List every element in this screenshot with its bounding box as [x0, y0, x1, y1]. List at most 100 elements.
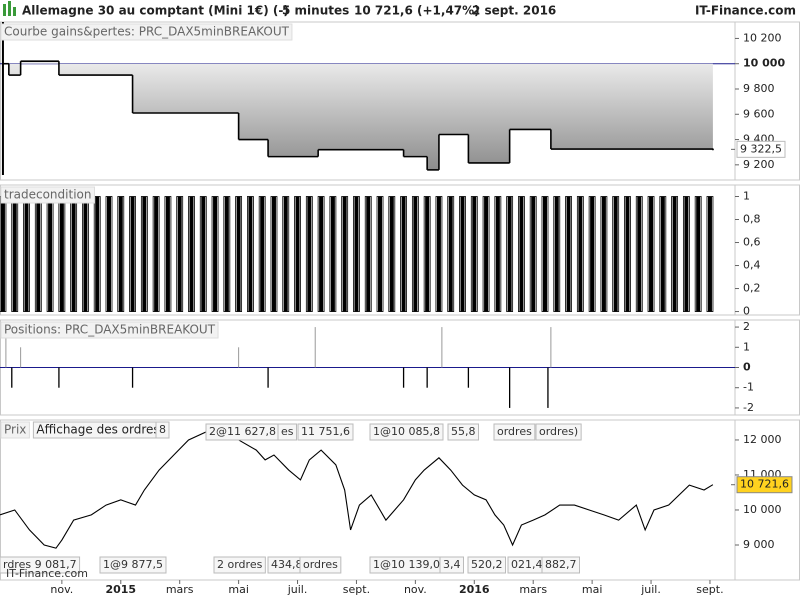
y-tick-label: 9 600 [743, 107, 775, 120]
panel-title-bg [0, 421, 30, 439]
order-label: 2 ordres [217, 558, 263, 571]
spike-fill [400, 196, 407, 312]
order-label-box: 520,2 [467, 556, 506, 574]
y-tick-label: 10 200 [743, 31, 782, 44]
y-tick-label: 0,8 [743, 213, 761, 226]
spike-fill [117, 196, 125, 312]
spike-fill [188, 196, 195, 312]
spike-fill [553, 196, 561, 312]
spike-fill [317, 196, 325, 312]
spike-fill [682, 196, 690, 312]
order-label-bg [535, 423, 582, 441]
order-label-bg [155, 421, 170, 439]
last-value-label: 9 322,5 [740, 142, 782, 155]
order-label-bg [99, 556, 167, 574]
x-tick-label: nov. [50, 583, 73, 596]
order-label: 1@10 085,8 [373, 425, 440, 438]
spike-fill [270, 196, 278, 312]
order-label: 2@11 627,8 [209, 425, 276, 438]
last-value-label-bg [736, 140, 786, 158]
spike-fill [164, 196, 172, 312]
spike-fill [176, 196, 184, 312]
spike-fill [199, 196, 207, 312]
last-value-label-bg [736, 476, 793, 494]
order-label-box: 2 ordres [213, 556, 266, 574]
spike-fill [529, 196, 537, 312]
spike-fill [93, 196, 101, 312]
order-label-box: 11 751,6 [297, 423, 354, 441]
spike-fill [635, 196, 643, 312]
y-tick-label: -2 [743, 401, 754, 414]
spike-fill [435, 196, 443, 312]
instrument: Allemagne 30 au comptant (Mini 1€) (-) [22, 4, 289, 18]
y-tick-label: 10 000 [743, 57, 785, 70]
spike-fill [600, 196, 608, 312]
spike-fill [305, 196, 313, 312]
panel-title-bg [0, 186, 95, 204]
x-tick-label: mars [519, 583, 547, 596]
x-tick-label: sept. [696, 583, 723, 596]
spike-fill [282, 196, 290, 312]
order-label-box: 55,8 [447, 423, 479, 441]
spike-fill [659, 196, 667, 312]
panel-title: Prix [4, 423, 26, 437]
x-tick-label: juil. [640, 583, 661, 596]
order-label-box: ordres) [535, 423, 582, 441]
order-label-box: 021,4 [507, 556, 546, 574]
brand: IT-Finance.com [695, 4, 796, 18]
spike-fill [223, 196, 231, 312]
order-label: 882,7 [545, 558, 577, 571]
x-tick-label: sept. [343, 583, 370, 596]
order-label-bg [493, 423, 536, 441]
panel-title-box: Courbe gains&pertes: PRC_DAX5minBREAKOUT [0, 23, 293, 41]
order-label: es [281, 425, 294, 438]
y-tick-label: 9 800 [743, 82, 775, 95]
end-point [711, 148, 714, 151]
panel-title-bg [0, 23, 293, 41]
area-fill [2, 61, 713, 170]
y-tick-label: 1 [743, 190, 750, 203]
watermark: IT-Finance.com [6, 567, 88, 580]
y-tick-label: 9 000 [743, 538, 775, 551]
spike-fill [388, 196, 396, 312]
y-tick-label: 12 000 [743, 433, 782, 446]
spike-fill [588, 196, 596, 312]
order-label-box: ordres [493, 423, 536, 441]
x-tick-label: nov. [404, 583, 427, 596]
legend-button-box: Affichage des ordres [32, 421, 164, 439]
spike-fill [459, 196, 466, 312]
spike-fill [624, 196, 631, 312]
x-tick-label: mars [166, 583, 194, 596]
date: 2 sept. 2016 [472, 4, 556, 18]
last-value-label-box: 9 322,5 [736, 140, 786, 158]
spike-fill [105, 196, 113, 312]
order-label-bg [541, 556, 580, 574]
order-label: ordres) [539, 425, 578, 438]
spike-fill [470, 196, 478, 312]
order-label: 021,4 [511, 558, 543, 571]
order-label-box: 882,7 [541, 556, 580, 574]
spike-fill [706, 196, 714, 312]
panel-title: Courbe gains&pertes: PRC_DAX5minBREAKOUT [4, 25, 290, 39]
y-tick-label: 1 [743, 340, 750, 353]
spike-fill [294, 196, 301, 312]
order-label-bg [297, 423, 354, 441]
panel-title: tradecondition [4, 188, 91, 202]
spike-fill [329, 196, 337, 312]
spike-fill [694, 196, 702, 312]
logo-bar [13, 7, 16, 16]
order-label: 3,4 [443, 558, 461, 571]
spike-fill [411, 196, 419, 312]
order-label-bg [277, 423, 297, 441]
order-label-box: ordres [299, 556, 342, 574]
panel-title-bg [0, 321, 219, 339]
last-value-label: 10 721,6 [740, 478, 789, 491]
logo-bar [8, 1, 11, 16]
y-tick-label: 0 [743, 361, 751, 374]
y-tick-label: 9 200 [743, 158, 775, 171]
order-label: ordres [303, 558, 338, 571]
spike-fill [647, 196, 655, 312]
order-label-box: 8 [155, 421, 170, 439]
order-label-bg [0, 556, 81, 574]
spike-fill [152, 196, 160, 312]
